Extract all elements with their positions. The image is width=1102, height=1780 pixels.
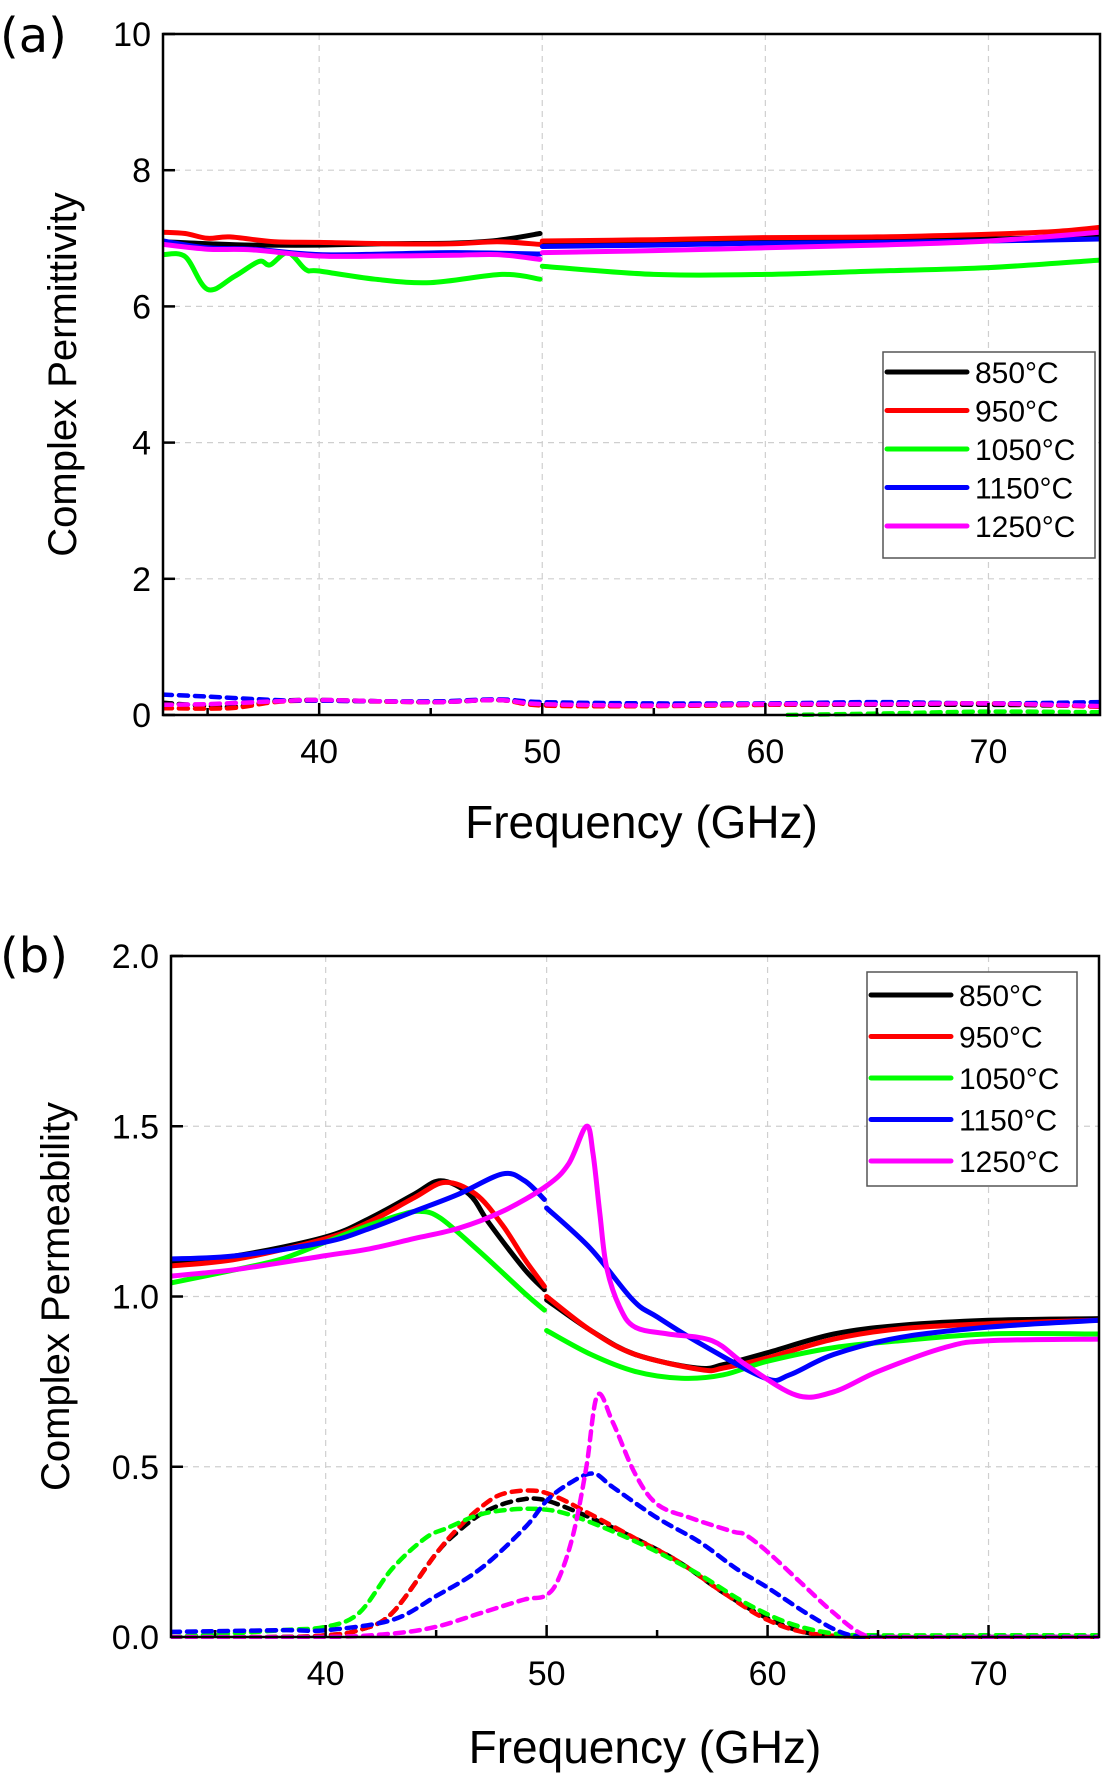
series-real-950c [539,224,1100,244]
legend-label: 1250°C [975,511,1075,544]
x-tick-label: 50 [528,1655,566,1693]
y-tick-label: 2.0 [112,938,159,976]
legend-label: 950°C [959,1022,1043,1055]
x-tick-label: 40 [300,733,338,771]
panel-b-permeability: (b) 40 50 60 70 0.0 0.5 1.0 1.5 2.0 Complex Perm… [0,928,1101,1773]
legend-item: 850°C [868,980,1043,1013]
series-real-1050c [539,257,1100,278]
legend-label: 950°C [975,396,1059,429]
legend-item: 1050°C [868,1063,1059,1096]
panel-a-series [163,224,1100,717]
panel-b-x-axis-label: Frequency (GHz) [469,1721,822,1773]
panel-b-y-axis-label: Complex Permeability [34,1102,78,1491]
panel-a-plot-frame [161,32,1102,717]
x-tick-label: 40 [307,1655,345,1693]
panel-label-a: (a) [0,8,67,64]
legend-label: 1150°C [975,473,1073,506]
series-real-950c [544,1294,1099,1374]
x-tick-label: 70 [970,733,1008,771]
y-tick-label: 4 [132,425,151,463]
panel-a-permittivity: (a) 40 50 60 70 0 2 4 6 8 10 Complex Permittivity… [0,8,1102,848]
panel-a-ticks: 40 50 60 70 0 2 4 6 8 10 [113,16,1007,771]
panel-label-b: (b) [0,928,68,984]
series-imag-1150c [171,1471,1099,1639]
legend-item: 1250°C [884,511,1075,544]
legend-label: 1050°C [959,1063,1059,1096]
panel-a-grid [163,34,1100,715]
legend-item: 950°C [884,396,1059,429]
panel-a-y-axis-label: Complex Permittivity [41,192,85,557]
x-tick-label: 50 [523,733,561,771]
series-real-1250c [163,241,543,262]
panel-a-x-axis-label: Frequency (GHz) [465,796,818,848]
series-real-950c [163,229,543,247]
y-tick-label: 1.5 [112,1108,159,1146]
legend-item: 1150°C [868,1105,1057,1138]
y-tick-label: 0.0 [112,1619,159,1657]
series-imag-950c [171,1488,1099,1639]
legend-label: 850°C [975,357,1059,390]
y-tick-label: 10 [113,16,151,54]
legend-label: 1250°C [959,1146,1059,1179]
y-tick-label: 0.5 [112,1449,159,1487]
series-imag-1150c [163,692,1100,706]
series-real-1050c [544,1328,1099,1381]
series-real-1250c [539,229,1100,256]
legend-item: 1050°C [884,434,1075,467]
legend-item: 850°C [884,357,1059,390]
panel-b-series [171,1123,1099,1639]
y-tick-label: 6 [132,288,151,326]
panel-b-ticks: 40 50 60 70 0.0 0.5 1.0 1.5 2.0 [112,938,1008,1693]
x-tick-label: 70 [970,1655,1008,1693]
legend-item: 1250°C [868,1146,1059,1179]
legend-label: 850°C [959,980,1043,1013]
panel-a-legend: 850°C 950°C 1050°C 1150°C 1250°C [882,351,1096,559]
legend-label: 1150°C [959,1105,1057,1138]
legend-label: 1050°C [975,434,1075,467]
series-imag-1250c [163,697,1100,709]
legend-item: 950°C [868,1022,1043,1055]
y-tick-label: 2 [132,561,151,599]
series-real-1150c [171,1170,547,1262]
x-tick-label: 60 [746,733,784,771]
legend-item: 1150°C [884,473,1073,506]
series-imag-1050c [171,1506,1099,1639]
x-tick-label: 60 [749,1655,787,1693]
y-tick-label: 1.0 [112,1279,159,1317]
y-tick-label: 0 [132,697,151,735]
y-tick-label: 8 [132,152,151,190]
series-imag-850c [171,1496,1099,1639]
series-real-1250c [171,1123,1099,1400]
panel-b-legend: 850°C 950°C 1050°C 1150°C 1250°C [866,971,1078,1187]
series-imag-1250c [171,1391,1099,1639]
